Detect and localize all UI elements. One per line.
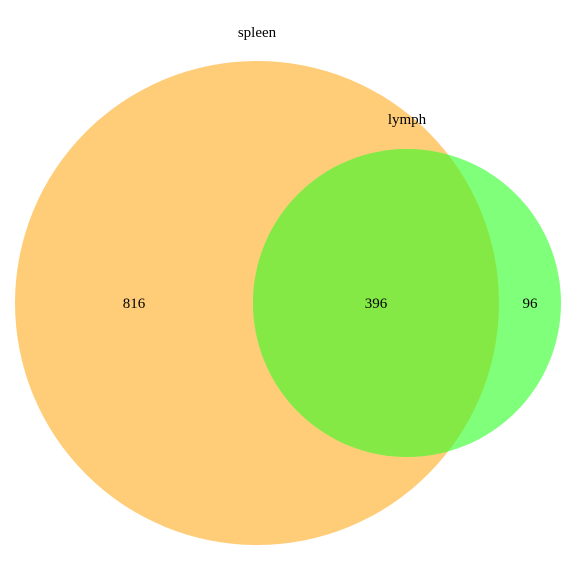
spleen-label: spleen (238, 25, 277, 41)
overlap-region (253, 149, 499, 457)
spleen-only-count: 816 (123, 296, 146, 312)
lymph-label: lymph (388, 112, 427, 128)
lymph-only-count: 96 (523, 296, 539, 312)
overlap-count: 396 (365, 296, 388, 312)
